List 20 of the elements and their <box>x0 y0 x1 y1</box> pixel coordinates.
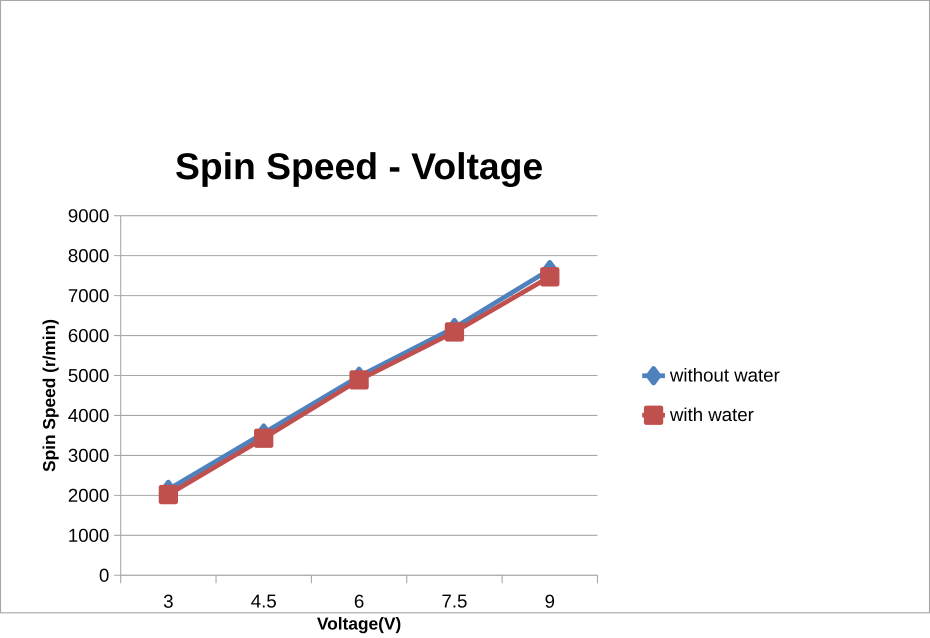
y-tick-label: 8000 <box>68 249 109 262</box>
y-tick-label: 5000 <box>68 369 109 382</box>
legend-label: with water <box>670 408 754 422</box>
legend-label: without water <box>670 368 780 382</box>
x-axis-title: Voltage(V) <box>317 617 400 634</box>
y-tick-label: 0 <box>100 568 109 582</box>
y-tick-label: 6000 <box>68 329 109 342</box>
x-tick-label: 6 <box>354 594 364 608</box>
y-tick-label: 4000 <box>68 409 109 422</box>
y-tick-label: 1000 <box>69 528 109 542</box>
x-tick-label: 7.5 <box>442 594 467 608</box>
chart-title: Spin Speed - Voltage <box>176 152 542 188</box>
x-tick-label: 9 <box>545 594 554 608</box>
y-axis-title: Spin Speed (r/min) <box>42 320 59 472</box>
y-tick-label: 9000 <box>68 209 109 222</box>
y-tick-label: 7000 <box>68 289 109 302</box>
x-tick-label: 4.5 <box>251 594 276 608</box>
y-tick-label: 2000 <box>68 488 109 502</box>
x-tick-label: 3 <box>164 594 173 608</box>
y-tick-label: 3000 <box>68 448 109 462</box>
